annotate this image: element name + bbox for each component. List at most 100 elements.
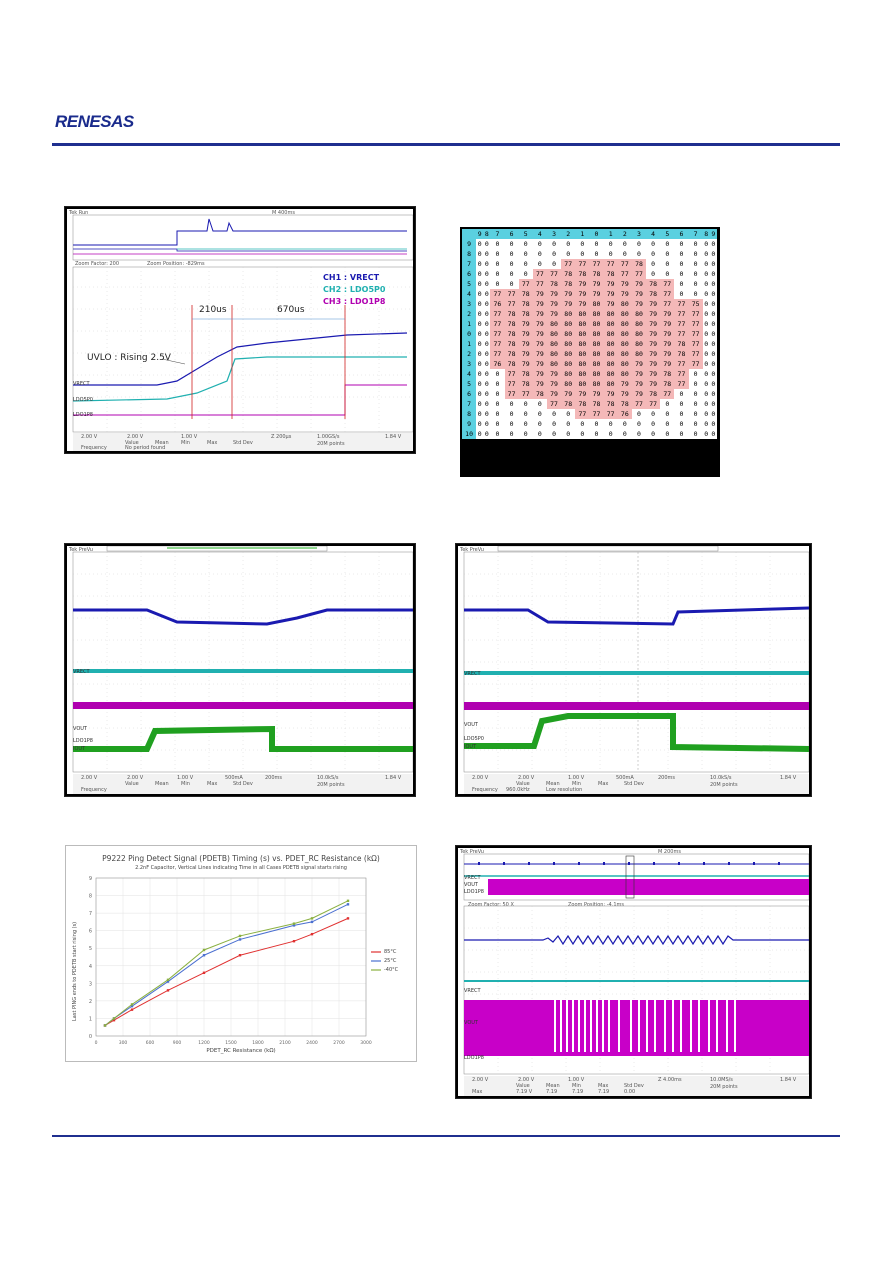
- heatmap-cell: 77: [575, 259, 590, 269]
- heatmap-cell: 0: [476, 429, 484, 439]
- heatmap-cell: 79: [546, 389, 562, 399]
- heatmap-cell: 0: [674, 249, 689, 259]
- plot-frame: [95, 877, 367, 1037]
- heatmap-cell: 80: [603, 309, 618, 319]
- heatmap-cell: 77: [660, 299, 675, 309]
- heatmap-cell: 0: [674, 409, 689, 419]
- heatmap-cell: 80: [589, 349, 604, 359]
- x-tick-label: 1800: [252, 1040, 264, 1046]
- heatmap-cell: 77: [674, 379, 689, 389]
- heatmap-cell: 80: [589, 339, 604, 349]
- ch3-scale: 1.00 V: [177, 775, 194, 781]
- heatmap-cell: 77: [490, 329, 505, 339]
- heatmap-cell: 0: [702, 299, 710, 309]
- sample-rate: 10.0kS/s: [317, 775, 339, 781]
- heatmap-cell: 0: [646, 239, 661, 249]
- meas-max: 7.19: [598, 1089, 610, 1095]
- footer-rule: [52, 1135, 840, 1137]
- heatmap-cell: 77: [490, 349, 505, 359]
- y-tick-label: 1: [89, 1016, 92, 1022]
- heatmap-cell: 0: [674, 289, 689, 299]
- ch-label-ldo1p8-overview: LDO1P8: [464, 889, 484, 895]
- meas-stddev: 0.00: [624, 1089, 636, 1095]
- heatmap-cell: 0: [631, 239, 647, 249]
- heatmap-cell: 0: [674, 259, 689, 269]
- heatmap-cell: 0: [483, 239, 491, 249]
- y-tick-label: 6: [89, 929, 92, 935]
- data-point: [130, 1003, 134, 1006]
- heatmap-cell: 77: [674, 299, 689, 309]
- heatmap-cell: 0: [660, 249, 675, 259]
- heatmap-cell: 79: [617, 289, 632, 299]
- legend-ch2: CH2 : LDO5P0: [323, 285, 386, 294]
- heatmap-cell: 0: [518, 409, 533, 419]
- ch1-scale: 2.00 V: [472, 775, 489, 781]
- time-scale: Z 4.00ms: [658, 1077, 682, 1083]
- heatmap-row-header: 3: [462, 299, 477, 309]
- heatmap-cell: 0: [688, 419, 703, 429]
- heatmap-cell: 80: [617, 369, 632, 379]
- heatmap-row-header: 7: [462, 399, 477, 409]
- heatmap-cell: 77: [660, 389, 675, 399]
- zoom-factor: Zoom Factor: 50 X: [468, 902, 514, 908]
- heatmap-cell: 0: [617, 429, 632, 439]
- heatmap-cell: 0: [483, 249, 491, 259]
- ch-label-iout: IOUT: [464, 744, 477, 750]
- x-tick-label: 2100: [279, 1040, 291, 1046]
- legend-ch3: CH3 : LDO1P8: [323, 297, 386, 306]
- heatmap-cell: 79: [631, 289, 647, 299]
- heatmap-cell: 0: [483, 289, 491, 299]
- legend-25c: 25°C: [384, 958, 397, 964]
- heatmap-cell: 79: [617, 379, 632, 389]
- heatmap-cell: 77: [561, 259, 576, 269]
- heatmap-cell: 0: [575, 429, 590, 439]
- meas-value: No period found: [125, 445, 166, 451]
- scope-traces-4: [463, 546, 809, 794]
- heatmap-col-header: 5: [660, 229, 675, 239]
- scope-top-bar: Tek PreVu: [460, 547, 484, 553]
- scope-screen-4: Tek PreVu VRECT VOUT LDO5P0 IOUT 2.00 V …: [458, 546, 809, 794]
- heatmap-cell: 78: [561, 279, 576, 289]
- heatmap-cell: 0: [483, 269, 491, 279]
- heatmap-cell: 78: [660, 379, 675, 389]
- heatmap-cell: 0: [476, 399, 484, 409]
- heatmap-row-header: 6: [462, 389, 477, 399]
- data-point: [130, 1004, 134, 1008]
- heatmap-cell: 0: [476, 269, 484, 279]
- heatmap-cell: 80: [575, 369, 590, 379]
- heatmap-cell: 0: [688, 259, 703, 269]
- meas-header: Std Dev: [624, 1083, 644, 1089]
- heatmap-cell: 0: [646, 429, 661, 439]
- heatmap-cell: 78: [646, 289, 661, 299]
- heatmap-cell: 80: [603, 359, 618, 369]
- heatmap-cell: 0: [504, 249, 519, 259]
- heatmap-cell: 77: [490, 309, 505, 319]
- heatmap-row-header: 0: [462, 329, 477, 339]
- heatmap-cell: 0: [504, 269, 519, 279]
- heatmap-col-header: 7: [490, 229, 505, 239]
- heatmap-cell: 80: [575, 329, 590, 339]
- heatmap-cell: 0: [483, 349, 491, 359]
- heatmap-cell: 79: [660, 309, 675, 319]
- heatmap-cell: 77: [504, 299, 519, 309]
- heatmap-cell: 0: [575, 239, 590, 249]
- heatmap-cell: 79: [518, 349, 533, 359]
- heatmap-cell: 79: [603, 289, 618, 299]
- heatmap-cell: 0: [646, 269, 661, 279]
- heatmap-cell: 80: [575, 379, 590, 389]
- heatmap-cell: 0: [702, 369, 710, 379]
- meas-header: Std Dev: [233, 440, 253, 446]
- x-tick-label: 600: [146, 1040, 155, 1046]
- heatmap-cell: 77: [504, 389, 519, 399]
- heatmap-cell: 79: [546, 299, 562, 309]
- heatmap-cell: 0: [483, 359, 491, 369]
- ch2-scale: 2.00 V: [127, 434, 144, 440]
- heatmap-cell: 77: [674, 359, 689, 369]
- heatmap-cell: 0: [476, 379, 484, 389]
- heatmap-row: 5 0 0 0 0 77 77 78 78 79 79 79 79 79 78 77 0 0 0 0: [462, 279, 717, 289]
- heatmap-cell: 0: [702, 269, 710, 279]
- heatmap-cell: 77: [617, 259, 632, 269]
- y-tick-label: 0: [89, 1034, 92, 1040]
- heatmap-cell: 0: [617, 419, 632, 429]
